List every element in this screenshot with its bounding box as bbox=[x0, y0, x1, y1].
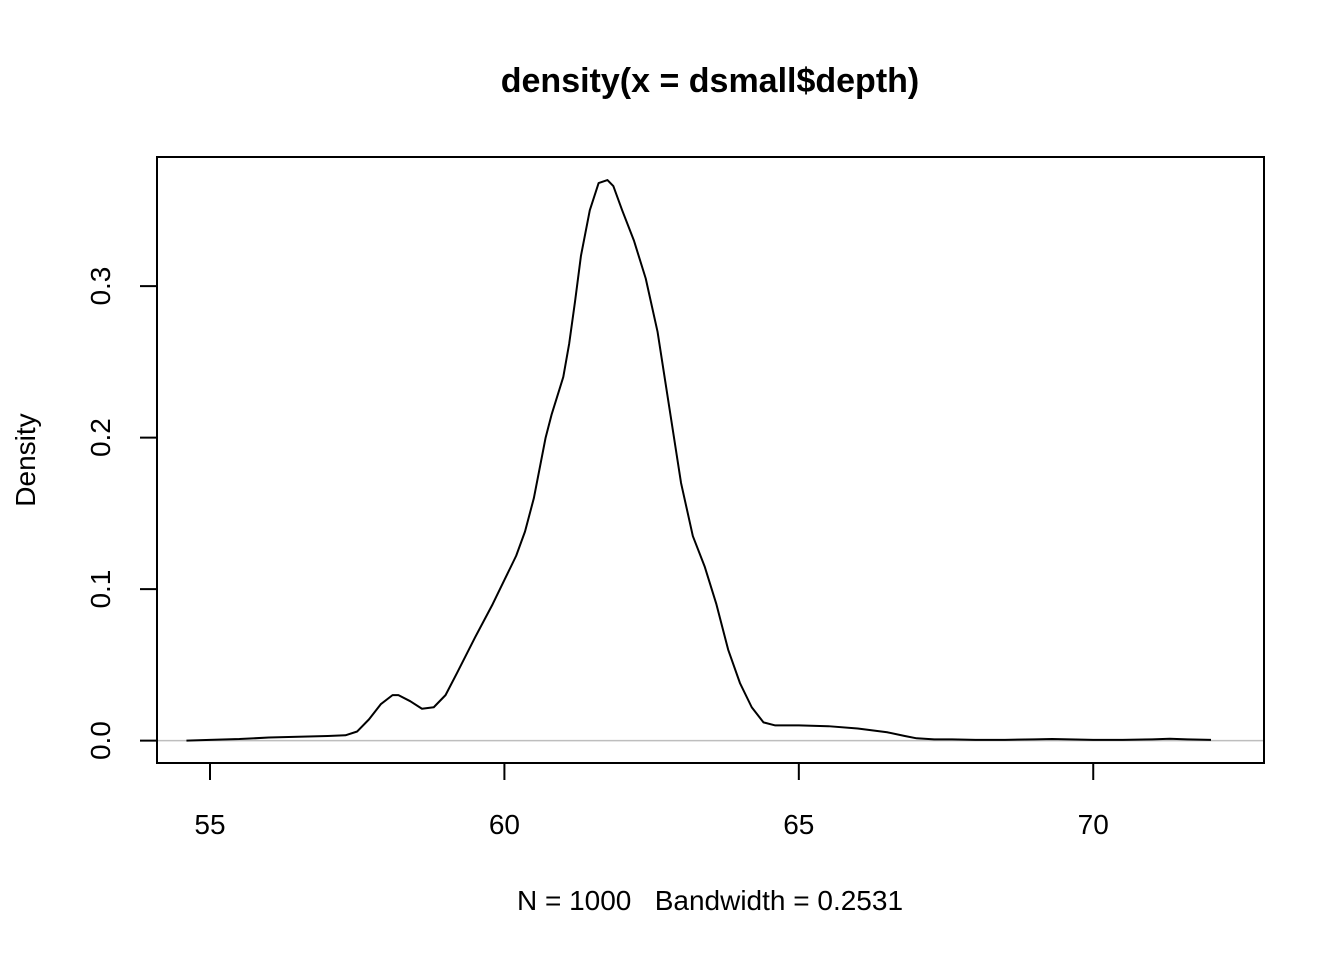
y-tick-label: 0.2 bbox=[85, 418, 116, 457]
y-axis: 0.0 0.1 0.2 0.3 bbox=[85, 267, 157, 760]
y-tick-label: 0.0 bbox=[85, 721, 116, 760]
x-tick-label: 70 bbox=[1078, 809, 1109, 840]
x-tick-label: 65 bbox=[783, 809, 814, 840]
y-tick-label: 0.3 bbox=[85, 267, 116, 306]
y-axis-label: Density bbox=[10, 413, 41, 506]
x-tick-label: 60 bbox=[489, 809, 520, 840]
x-axis: 55 60 65 70 bbox=[194, 763, 1109, 840]
x-axis-label: N = 1000 Bandwidth = 0.2531 bbox=[517, 885, 903, 916]
density-line bbox=[186, 179, 1212, 742]
y-tick-label: 0.1 bbox=[85, 570, 116, 609]
chart-title: density(x = dsmall$depth) bbox=[501, 62, 920, 100]
plot-frame bbox=[156, 156, 1265, 764]
x-tick-label: 55 bbox=[194, 809, 225, 840]
